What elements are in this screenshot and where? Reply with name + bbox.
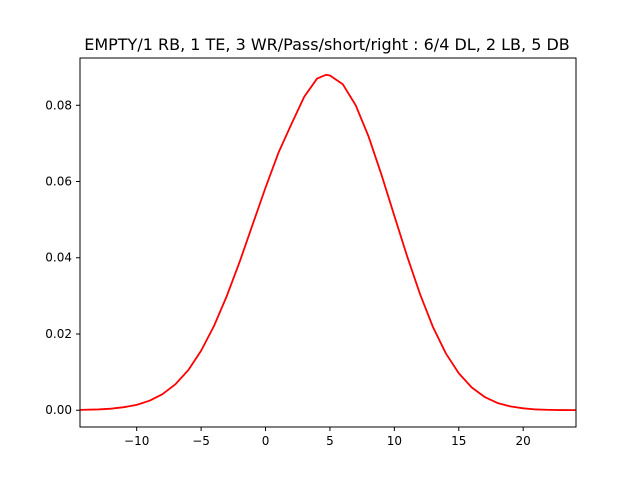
series-line-0 <box>80 73 576 412</box>
y-tick-label: 0.04 <box>45 251 72 265</box>
chart-title: EMPTY/1 RB, 1 TE, 3 WR/Pass/short/right … <box>84 35 570 54</box>
x-tick-label: −10 <box>124 434 149 448</box>
x-tick-label: 0 <box>262 434 270 448</box>
x-tick-label: 20 <box>516 434 531 448</box>
y-tick-label: 0.08 <box>45 98 72 112</box>
y-tick-label: 0.06 <box>45 175 72 189</box>
x-tick-label: −5 <box>192 434 210 448</box>
x-tick-label: 10 <box>387 434 402 448</box>
y-tick-label: 0.02 <box>45 327 72 341</box>
axes-frame <box>79 57 577 428</box>
x-tick-label: 15 <box>451 434 466 448</box>
y-tick-label: 0.00 <box>45 403 72 417</box>
plot-area: −10 −5 0 5 10 15 20 0.00 0.02 0.04 0.06 0.08 <box>45 57 577 448</box>
x-tick-label: 5 <box>326 434 334 448</box>
